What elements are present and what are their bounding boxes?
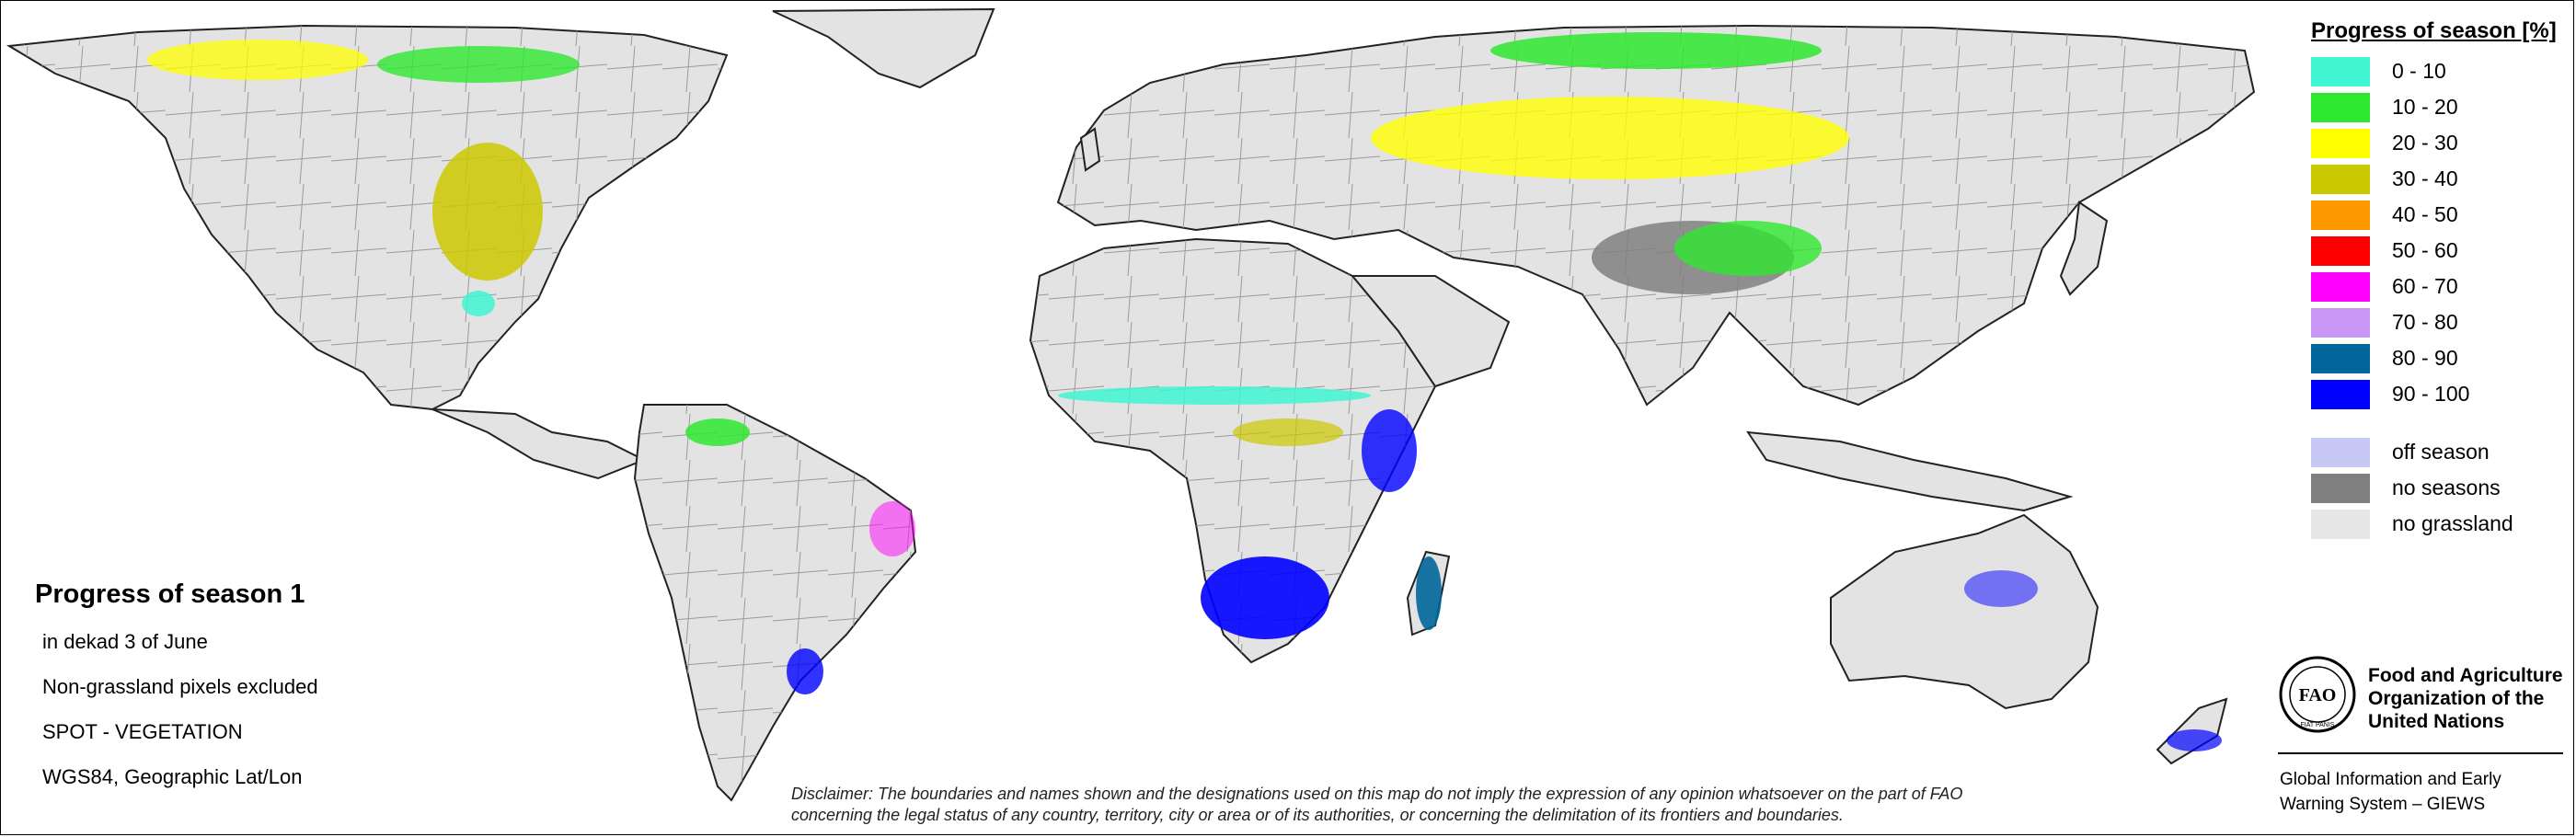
legend-title: Progress of season [%]	[2311, 18, 2557, 43]
fao-org-name: Food and Agriculture Organization of the…	[2368, 665, 2563, 732]
region-sahel	[1058, 386, 1371, 405]
greenland-land	[772, 7, 995, 89]
region-central-asia-green	[1674, 221, 1822, 276]
legend-swatch	[2311, 92, 2370, 122]
central-america-land	[431, 408, 647, 480]
info-line-dekad: in dekad 3 of June	[42, 630, 208, 653]
legend-extra-classes: off season no seasons no grassland	[2311, 434, 2559, 542]
region-siberia-north	[1490, 32, 1822, 69]
legend-label: 80 - 90	[2392, 346, 2458, 370]
fao-divider	[2278, 752, 2563, 754]
legend-label: 30 - 40	[2392, 166, 2458, 190]
legend-label: 60 - 70	[2392, 274, 2458, 298]
region-brazil-east	[869, 501, 915, 556]
region-madagascar	[1416, 556, 1442, 630]
legend-swatch	[2311, 509, 2370, 539]
region-sahel-yellow	[1233, 418, 1343, 446]
legend-class-item: 40 - 50	[2311, 197, 2559, 233]
legend-label: 20 - 30	[2392, 131, 2458, 155]
svg-text:FIAT PANIS: FIAT PANIS	[2301, 722, 2335, 728]
legend-class-item: 80 - 90	[2311, 340, 2559, 376]
legend-class-item: 90 - 100	[2311, 376, 2559, 412]
legend-swatch	[2311, 271, 2370, 302]
region-uruguay	[787, 648, 823, 694]
legend-label: no seasons	[2392, 476, 2501, 499]
season-overlay	[147, 32, 2222, 751]
legend-classes: 0 - 10 10 - 20 20 - 30 30 - 40 40 - 50 50 - 6…	[2311, 53, 2559, 412]
indonesia-land	[1745, 430, 2074, 512]
region-north-america-plains	[432, 143, 543, 281]
legend-class-item: 60 - 70	[2311, 269, 2559, 304]
australia-land	[1830, 513, 2099, 710]
giews-name: Global Information and Early Warning Sys…	[2280, 770, 2501, 814]
legend-label: 0 - 10	[2392, 59, 2446, 83]
legend-extra-class-item: off season	[2311, 434, 2559, 470]
region-canada-north	[377, 46, 580, 83]
legend-class-item: 0 - 10	[2311, 53, 2559, 89]
region-new-zealand	[2167, 729, 2222, 751]
legend-swatch	[2311, 473, 2370, 503]
legend-class-item: 70 - 80	[2311, 304, 2559, 340]
legend-swatch	[2311, 164, 2370, 194]
legend-label: 70 - 80	[2392, 310, 2458, 334]
legend-class-item: 30 - 40	[2311, 161, 2559, 197]
legend-swatch	[2311, 200, 2370, 230]
legend-label: no grassland	[2392, 511, 2513, 535]
legend-label: off season	[2392, 440, 2490, 464]
legend-swatch	[2311, 56, 2370, 86]
info-line-pixels: Non-grassland pixels excluded	[42, 675, 318, 698]
info-line-projection: WGS84, Geographic Lat/Lon	[42, 765, 303, 788]
region-central-asia-steppe	[1371, 97, 1849, 179]
legend-swatch	[2311, 343, 2370, 373]
fao-logo-icon: FAO FIAT PANIS	[2279, 656, 2356, 733]
map-title: Progress of season 1	[35, 579, 305, 609]
info-line-sensor: SPOT - VEGETATION	[42, 720, 243, 743]
legend-swatch	[2311, 307, 2370, 338]
legend-class-item: 50 - 60	[2311, 233, 2559, 269]
legend-class-item: 10 - 20	[2311, 89, 2559, 125]
region-mexico	[462, 291, 495, 316]
legend-class-item: 20 - 30	[2311, 125, 2559, 161]
region-canada-yellow	[147, 40, 368, 80]
legend-swatch	[2311, 235, 2370, 266]
region-east-africa	[1362, 409, 1417, 492]
region-southern-africa	[1201, 556, 1329, 639]
map-info: Progress of season 1 in dekad 3 of June …	[35, 579, 318, 808]
region-venezuela	[685, 418, 750, 446]
legend-extra-class-item: no grassland	[2311, 506, 2559, 542]
legend-label: 10 - 20	[2392, 95, 2458, 119]
legend-swatch	[2311, 379, 2370, 409]
svg-text:FAO: FAO	[2299, 685, 2337, 705]
legend-label: 40 - 50	[2392, 202, 2458, 226]
legend-extra-class-item: no seasons	[2311, 470, 2559, 506]
legend: Progress of season [%] 0 - 10 10 - 20 20 -…	[2311, 18, 2559, 542]
legend-label: 50 - 60	[2392, 238, 2458, 262]
region-australia-east	[1964, 570, 2038, 607]
arabia-land	[1350, 275, 1511, 388]
uk-land	[1079, 127, 1101, 172]
legend-label: 90 - 100	[2392, 382, 2470, 406]
disclaimer: Disclaimer: The boundaries and names sho…	[791, 785, 1963, 824]
legend-swatch	[2311, 437, 2370, 467]
legend-swatch	[2311, 128, 2370, 158]
japan-land	[2059, 201, 2109, 296]
